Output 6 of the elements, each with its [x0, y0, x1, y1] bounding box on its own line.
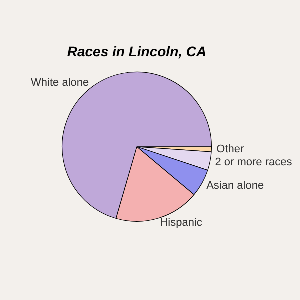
slice-label: Other — [216, 144, 244, 156]
slice-label: 2 or more races — [215, 156, 293, 168]
slice-label: Hispanic — [160, 217, 203, 230]
chart-title: Races in Lincoln, CA — [67, 43, 207, 60]
slice-label: White alone — [31, 77, 90, 90]
slice-label: Asian alone — [206, 180, 264, 192]
